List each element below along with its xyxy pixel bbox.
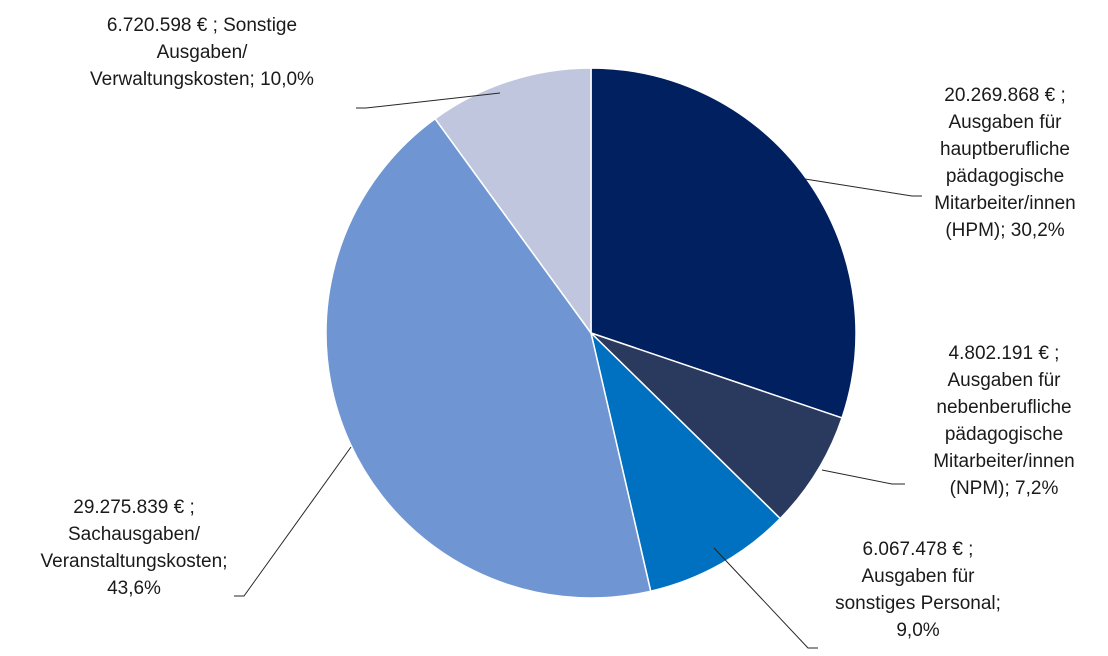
label-line: 43,6% (107, 578, 161, 599)
pie-slice-hpm (590, 67, 857, 419)
label-line: (HPM); 30,2% (945, 220, 1065, 241)
label-line: Veranstaltungskosten; (40, 551, 228, 572)
label-line: Mitarbeiter/innen (934, 193, 1076, 214)
pie-slice-verw (434, 67, 592, 336)
label-line: 6.720.598 € ; Sonstige (106, 15, 298, 36)
leader-line-sonst (713, 547, 818, 649)
label-line: pädagogische (945, 166, 1065, 187)
label-line: 6.067.478 € ; (862, 539, 974, 560)
pie-slice-sonst_personal (589, 330, 782, 593)
label-line: 29.275.839 € ; (73, 497, 195, 518)
slice-label-sonstiges-personal: 6.067.478 € ; Ausgaben für sonstiges Per… (806, 536, 1030, 644)
leader-line-sach (234, 446, 352, 597)
slice-label-verwaltungskosten: 6.720.598 € ; Sonstige Ausgaben/ Verwalt… (52, 12, 352, 93)
leader-line-verw (356, 92, 501, 109)
label-line: nebenberufliche (936, 397, 1072, 418)
label-line: Sachausgaben/ (67, 524, 201, 545)
slice-label-sachausgaben: 29.275.839 € ; Sachausgaben/ Veranstaltu… (16, 494, 252, 602)
label-line: Ausgaben für (947, 370, 1061, 391)
slice-label-npm: 4.802.191 € ; Ausgaben für nebenberuflic… (902, 340, 1106, 502)
label-line: Ausgaben/ (156, 42, 248, 63)
slice-label-hpm: 20.269.868 € ; Ausgaben für hauptberufli… (900, 82, 1108, 244)
pie-slice-sach (325, 117, 652, 599)
leader-line-npm (821, 469, 905, 485)
label-line: Verwaltungskosten; 10,0% (90, 69, 314, 90)
label-line: sonstiges Personal; (835, 593, 1001, 614)
label-line: 20.269.868 € ; (944, 85, 1066, 106)
leader-line-hpm (804, 178, 922, 197)
leader-lines (234, 92, 922, 649)
label-line: pädagogische (944, 424, 1064, 445)
label-line: (NPM); 7,2% (949, 478, 1059, 499)
label-line: Mitarbeiter/innen (933, 451, 1075, 472)
label-line: Ausgaben für (948, 112, 1062, 133)
label-line: Ausgaben für (861, 566, 975, 587)
pie-slice-npm (590, 332, 843, 520)
label-line: 9,0% (896, 620, 940, 641)
pie-slices (325, 67, 857, 599)
label-line: hauptberufliche (940, 139, 1070, 160)
label-line: 4.802.191 € ; (948, 343, 1060, 364)
